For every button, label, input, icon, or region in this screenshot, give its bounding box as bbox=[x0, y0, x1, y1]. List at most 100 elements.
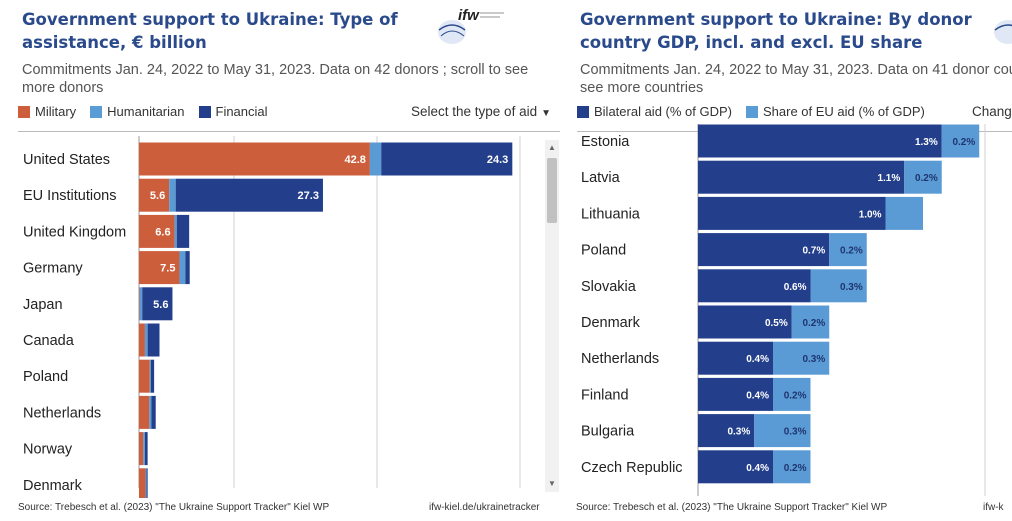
bar-segment[interactable] bbox=[150, 359, 155, 393]
bar-segment[interactable] bbox=[139, 287, 140, 321]
left-source: Source: Trebesch et al. (2023) "The Ukra… bbox=[18, 502, 330, 513]
bar-segment[interactable] bbox=[146, 468, 148, 498]
bar-segment[interactable] bbox=[698, 377, 773, 411]
bar-segment[interactable] bbox=[139, 287, 143, 321]
bar-segment[interactable] bbox=[185, 251, 190, 285]
bar-segment[interactable] bbox=[142, 287, 173, 321]
ifw-logo-text: ifw bbox=[458, 7, 480, 24]
bar-segment[interactable] bbox=[698, 341, 773, 375]
bar-segment[interactable] bbox=[139, 432, 144, 466]
bar-segment[interactable] bbox=[698, 269, 811, 303]
bar-segment[interactable] bbox=[139, 323, 145, 357]
bar-segment[interactable] bbox=[139, 142, 370, 176]
data-label: 0.7% bbox=[802, 246, 825, 257]
legend-item-bilateral[interactable]: Bilateral aid (% of GDP) bbox=[577, 104, 732, 119]
right-subtitle-line1: Commitments Jan. 24, 2022 to May 31, 202… bbox=[580, 62, 1012, 78]
change-selector[interactable]: Change bbox=[972, 104, 1012, 119]
category-label: EU Institutions bbox=[23, 188, 117, 204]
scroll-thumb[interactable] bbox=[547, 158, 557, 223]
category-label: Czech Republic bbox=[581, 460, 683, 476]
bar-segment[interactable] bbox=[885, 196, 924, 230]
legend-item-eu-share[interactable]: Share of EU aid (% of GDP) bbox=[746, 104, 925, 119]
data-label: 0.3% bbox=[802, 354, 825, 365]
bar-segment[interactable] bbox=[810, 269, 867, 303]
bar-segment[interactable] bbox=[139, 214, 175, 248]
legend-swatch bbox=[577, 105, 589, 118]
bar-segment[interactable] bbox=[698, 124, 942, 158]
left-url[interactable]: ifw-kiel.de/ukrainetracker bbox=[429, 502, 540, 513]
bar-segment[interactable] bbox=[139, 395, 150, 429]
left-scrollbar[interactable]: ▲ ▼ bbox=[545, 140, 559, 492]
category-label: Netherlands bbox=[23, 405, 101, 421]
right-url[interactable]: ifw-k bbox=[983, 502, 1004, 513]
bar-segment[interactable] bbox=[904, 160, 942, 194]
category-label: Denmark bbox=[23, 478, 83, 494]
category-label: Lithuania bbox=[581, 206, 641, 222]
right-chart-panel: Government support to Ukraine: By donor … bbox=[568, 0, 1012, 521]
left-subtitle-line1: Commitments Jan. 24, 2022 to May 31, 202… bbox=[22, 62, 529, 78]
bar-segment[interactable] bbox=[829, 233, 867, 267]
category-label: Poland bbox=[581, 243, 626, 259]
bar-segment[interactable] bbox=[773, 341, 830, 375]
data-label: 27.3 bbox=[298, 190, 319, 202]
right-bar-chart: Estonia 1.3% 0.2% Latvia 1.1% 0.2% Lithuania 1.… bbox=[581, 124, 986, 496]
bar-segment[interactable] bbox=[139, 251, 180, 285]
bar-segment[interactable] bbox=[174, 214, 177, 248]
left-divider bbox=[18, 131, 560, 132]
ifw-logo: ifw bbox=[438, 7, 504, 44]
bar-segment[interactable] bbox=[175, 178, 323, 212]
bar-segment[interactable] bbox=[791, 305, 830, 339]
bar-segment[interactable] bbox=[698, 414, 755, 448]
category-label: Germany bbox=[23, 261, 83, 277]
bar-segment[interactable] bbox=[144, 432, 148, 466]
data-label: 0.2% bbox=[952, 137, 975, 148]
bar-segment[interactable] bbox=[698, 305, 792, 339]
category-label: Norway bbox=[23, 442, 73, 458]
scroll-up-icon[interactable]: ▲ bbox=[548, 143, 556, 152]
legend-item-financial[interactable]: Financial bbox=[198, 104, 268, 119]
category-label: Estonia bbox=[581, 134, 630, 150]
ifw-logo bbox=[994, 20, 1012, 44]
bar-segment[interactable] bbox=[179, 251, 186, 285]
data-label: 1.1% bbox=[877, 173, 900, 184]
category-label: United States bbox=[23, 152, 110, 168]
bar-segment[interactable] bbox=[369, 142, 382, 176]
legend-label: Military bbox=[35, 104, 77, 119]
bar-segment[interactable] bbox=[176, 214, 190, 248]
data-label: 0.2% bbox=[915, 173, 938, 184]
legend-swatch bbox=[198, 105, 211, 118]
data-label: 6.6 bbox=[155, 226, 170, 238]
aid-type-selector-label: Select the type of aid bbox=[411, 104, 538, 119]
data-label: 42.8 bbox=[344, 154, 365, 166]
legend-label: Financial bbox=[215, 104, 268, 119]
bar-segment[interactable] bbox=[773, 450, 811, 484]
legend-item-humanitarian[interactable]: Humanitarian bbox=[90, 104, 185, 119]
bar-segment[interactable] bbox=[147, 323, 160, 357]
bar-segment[interactable] bbox=[145, 468, 147, 498]
bar-segment[interactable] bbox=[139, 359, 150, 393]
bar-segment[interactable] bbox=[698, 160, 905, 194]
bar-segment[interactable] bbox=[698, 196, 886, 230]
data-label: 0.4% bbox=[746, 354, 769, 365]
bar-segment[interactable] bbox=[149, 359, 151, 393]
left-legend: Military Humanitarian Financial bbox=[18, 104, 268, 119]
aid-type-selector[interactable]: Select the type of aid ▼ bbox=[411, 104, 551, 119]
bar-segment[interactable] bbox=[151, 395, 156, 429]
legend-swatch bbox=[18, 105, 30, 118]
legend-item-military[interactable]: Military bbox=[18, 104, 76, 119]
bar-segment[interactable] bbox=[381, 142, 513, 176]
bar-segment[interactable] bbox=[754, 414, 811, 448]
bar-segment[interactable] bbox=[149, 395, 152, 429]
bar-segment[interactable] bbox=[698, 450, 773, 484]
scroll-down-icon[interactable]: ▼ bbox=[548, 479, 556, 488]
bar-segment[interactable] bbox=[139, 178, 170, 212]
data-label: 5.6 bbox=[153, 299, 168, 311]
bar-segment[interactable] bbox=[144, 323, 148, 357]
legend-swatch bbox=[90, 105, 103, 118]
bar-segment[interactable] bbox=[941, 124, 980, 158]
bar-segment[interactable] bbox=[143, 432, 145, 466]
bar-segment[interactable] bbox=[139, 468, 146, 498]
bar-segment[interactable] bbox=[773, 377, 811, 411]
bar-segment[interactable] bbox=[698, 233, 830, 267]
bar-segment[interactable] bbox=[169, 178, 176, 212]
